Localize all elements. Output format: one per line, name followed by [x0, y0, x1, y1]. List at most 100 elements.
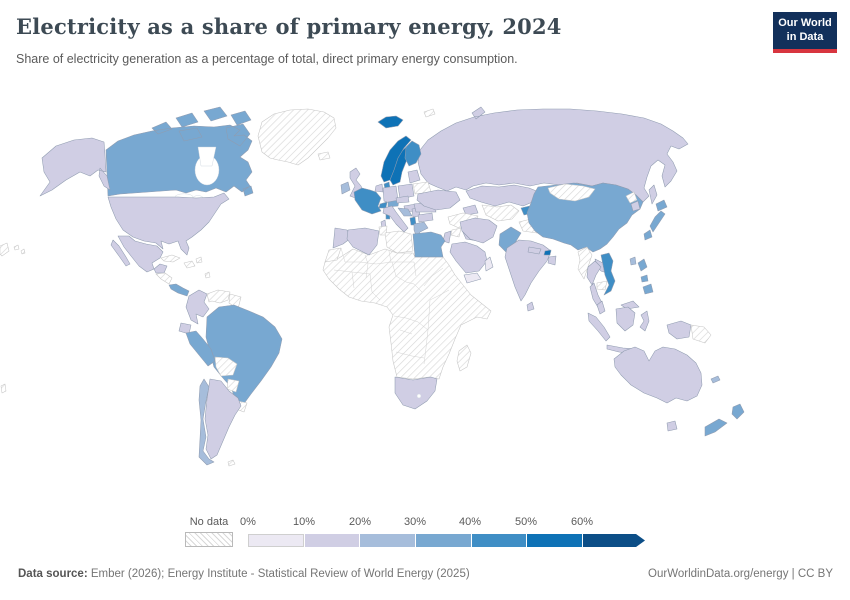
country-madagascar[interactable]: [456, 344, 472, 372]
country-algeria[interactable]: [346, 227, 380, 256]
page-subtitle: Share of electricity generation as a per…: [16, 52, 518, 66]
legend-tick: 10%: [292, 516, 316, 528]
country-argentina[interactable]: [204, 378, 242, 460]
legend-bin-10-20[interactable]: [303, 534, 360, 547]
country-svalbard[interactable]: [423, 108, 436, 118]
country-russia[interactable]: [417, 106, 689, 205]
country-peru[interactable]: [185, 330, 216, 367]
country-turkmenistan-uzbekistan[interactable]: [481, 204, 520, 222]
attribution-separator: |: [788, 568, 798, 580]
country-central-america-north[interactable]: [155, 272, 173, 285]
country-united-states[interactable]: [39, 137, 230, 256]
legend-no-data-label: No data: [189, 516, 229, 528]
country-brazil[interactable]: [205, 304, 283, 406]
country-new-caledonia[interactable]: [710, 375, 721, 384]
country-greenland[interactable]: [257, 108, 337, 166]
country-north-korea[interactable]: [625, 191, 638, 204]
country-benelux[interactable]: [374, 183, 384, 193]
country-new-zealand[interactable]: [704, 403, 745, 437]
legend-bin-30-40[interactable]: [415, 534, 471, 547]
legend-bin-20-30[interactable]: [359, 534, 416, 547]
country-bangladesh[interactable]: [547, 255, 557, 266]
country-colombia[interactable]: [185, 289, 210, 325]
legend-color-bar[interactable]: [248, 534, 645, 547]
country-south-korea[interactable]: [630, 200, 641, 212]
lesotho: [416, 393, 422, 399]
country-chile[interactable]: [198, 378, 215, 466]
country-map-edge-sliver[interactable]: [0, 242, 10, 394]
attribution-line: OurWorldinData.org/energy | CC BY: [648, 568, 833, 580]
country-paraguay[interactable]: [226, 378, 240, 393]
country-africa-interior[interactable]: [322, 248, 492, 380]
country-finland[interactable]: [404, 140, 422, 167]
country-tasmania[interactable]: [666, 420, 678, 432]
owid-link[interactable]: OurWorldinData.org/energy: [648, 568, 789, 580]
country-poland[interactable]: [397, 183, 415, 200]
country-jordan-israel[interactable]: [442, 230, 452, 244]
country-libya[interactable]: [384, 230, 414, 254]
license-label[interactable]: CC BY: [797, 568, 833, 580]
country-bhutan[interactable]: [543, 249, 552, 256]
country-kazakhstan[interactable]: [465, 184, 540, 207]
country-yemen[interactable]: [463, 272, 482, 284]
country-mexico[interactable]: [110, 235, 168, 274]
country-south-africa[interactable]: [394, 376, 438, 410]
country-bulgaria[interactable]: [417, 212, 434, 223]
country-costa-rica-panama[interactable]: [168, 283, 190, 297]
country-bolivia[interactable]: [214, 356, 238, 377]
legend-tick: 0%: [240, 516, 256, 528]
country-caribbean-islands[interactable]: [195, 256, 211, 279]
country-sri-lanka[interactable]: [526, 301, 535, 312]
country-egypt[interactable]: [412, 231, 446, 258]
country-croatia-bosnia[interactable]: [397, 207, 413, 217]
country-nepal[interactable]: [527, 246, 542, 255]
country-syria[interactable]: [450, 227, 462, 238]
country-western-sahara[interactable]: [324, 247, 342, 263]
country-japan[interactable]: [643, 199, 668, 241]
country-mongolia[interactable]: [547, 183, 596, 202]
country-myanmar[interactable]: [577, 246, 593, 280]
country-vietnam[interactable]: [600, 252, 616, 296]
country-ukraine[interactable]: [416, 189, 461, 211]
country-caucasus[interactable]: [462, 204, 479, 216]
country-iran[interactable]: [459, 217, 498, 244]
country-china[interactable]: [526, 182, 644, 253]
legend-no-data[interactable]: No data: [185, 516, 233, 547]
country-saudi-arabia[interactable]: [449, 241, 488, 274]
legend-tick-labels: 0% 10% 20% 30% 40% 50% 60%: [240, 516, 645, 531]
hudson-bay-mouth: [197, 146, 217, 167]
legend-bin-50-60[interactable]: [526, 534, 583, 547]
country-norway[interactable]: [380, 135, 412, 183]
owid-logo-line1: Our World: [778, 17, 832, 30]
country-hispaniola[interactable]: [183, 260, 196, 269]
country-ireland[interactable]: [340, 181, 351, 195]
country-papua-new-guinea[interactable]: [690, 324, 712, 344]
legend-bin-0-10[interactable]: [248, 534, 304, 547]
legend-bin-40-50[interactable]: [470, 534, 527, 547]
country-indonesia[interactable]: [587, 306, 692, 355]
country-india[interactable]: [504, 239, 552, 302]
country-cuba[interactable]: [160, 254, 181, 263]
country-iceland[interactable]: [377, 115, 404, 129]
legend-tick: 20%: [348, 516, 372, 528]
africa-internal-borders: [333, 247, 450, 365]
country-czechia-slovakia[interactable]: [395, 195, 410, 204]
legend-bin-60-plus-arrow[interactable]: [582, 534, 645, 547]
country-cambodia[interactable]: [596, 280, 608, 291]
country-venezuela[interactable]: [206, 289, 231, 304]
country-baltic-states[interactable]: [407, 169, 421, 184]
country-philippines[interactable]: [637, 258, 654, 295]
owid-logo[interactable]: Our World in Data: [773, 12, 837, 53]
country-switzerland[interactable]: [378, 201, 388, 209]
country-morocco[interactable]: [332, 227, 352, 249]
country-hawaii[interactable]: [13, 244, 26, 255]
country-canada[interactable]: [105, 106, 254, 197]
country-falkland-islands[interactable]: [227, 459, 236, 467]
no-data-hatch-swatch: [185, 532, 233, 547]
country-taiwan[interactable]: [629, 256, 637, 266]
country-austria[interactable]: [387, 199, 400, 208]
legend-tick: 40%: [458, 516, 482, 528]
country-oman[interactable]: [484, 256, 494, 272]
country-australia[interactable]: [613, 346, 703, 404]
